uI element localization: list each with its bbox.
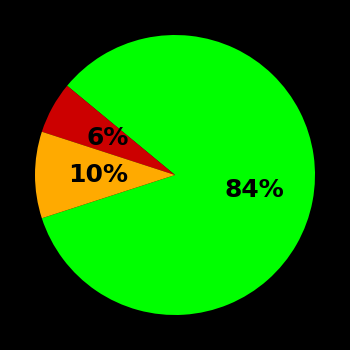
Wedge shape [35, 132, 175, 218]
Text: 6%: 6% [86, 126, 129, 150]
Text: 10%: 10% [68, 163, 128, 187]
Wedge shape [42, 86, 175, 175]
Wedge shape [42, 35, 315, 315]
Text: 84%: 84% [225, 178, 285, 202]
